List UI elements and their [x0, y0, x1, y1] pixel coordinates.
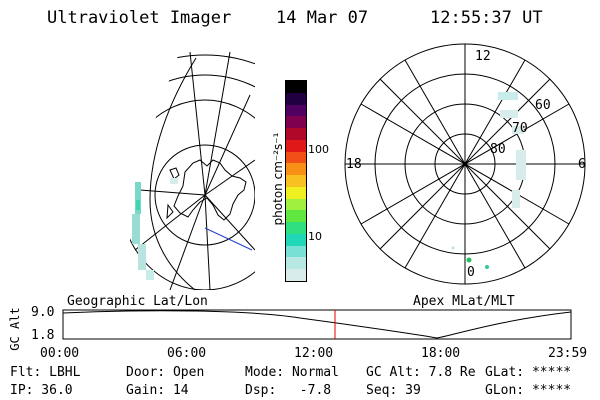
aurora-emission-geo	[132, 178, 178, 280]
polar-mlt-18-label: 18	[346, 157, 362, 172]
status-mode: Mode: Normal	[245, 365, 339, 380]
status-gain: Gain: 14	[126, 383, 189, 398]
colorbar-segment	[286, 198, 306, 211]
polar-mlt-6-label: 6	[578, 157, 586, 172]
polar-lat-70-label: 70	[512, 121, 528, 136]
limb-outline	[149, 57, 197, 291]
colorbar-segment	[286, 139, 306, 152]
altitude-curve	[62, 310, 572, 339]
status-door: Door: Open	[126, 365, 205, 380]
geographic-panel-label: Geographic Lat/Lon	[67, 294, 208, 309]
colorbar-segment	[286, 210, 306, 223]
status-glat: GLat: *****	[485, 365, 572, 380]
polar-mlt-12-label: 12	[475, 49, 491, 64]
apex-panel-label: Apex MLat/MLT	[413, 294, 515, 309]
status-glon: GLon: *****	[485, 383, 572, 398]
time-label: 12:55:37 UT	[430, 8, 543, 28]
terminator-line	[204, 227, 253, 251]
coastline	[166, 159, 247, 221]
status-filter: Flt: LBHL	[10, 365, 81, 380]
colorbar-segment	[286, 222, 306, 234]
altitude-ytick-bottom: 1.8	[31, 328, 55, 343]
colorbar-segment	[286, 257, 306, 270]
aurora-emission-polar	[451, 92, 526, 269]
date-label: 14 Mar 07	[276, 8, 369, 28]
colorbar-segment	[286, 128, 306, 140]
colorbar-segment	[286, 151, 306, 164]
status-ip: IP: 36.0	[10, 383, 73, 398]
altitude-xtick-0: 00:00	[40, 346, 80, 361]
altitude-xtick-4: 23:59	[548, 346, 588, 361]
colorbar	[285, 80, 307, 282]
colorbar-segment	[286, 186, 306, 199]
colorbar-segment	[286, 233, 306, 246]
colorbar-segment	[286, 92, 306, 105]
status-seq: Seq: 39	[366, 383, 421, 398]
altitude-xtick-1: 06:00	[167, 346, 207, 361]
altitude-ytick-top: 9.0	[31, 305, 55, 320]
colorbar-segment	[286, 163, 306, 176]
colorbar-segment	[286, 245, 306, 258]
polar-mlt-0-label: 0	[467, 265, 475, 280]
status-dsp: Dsp: -7.8	[245, 383, 332, 398]
polar-lat-60-label: 60	[535, 98, 551, 113]
colorbar-segment	[286, 175, 306, 187]
colorbar-segment	[286, 80, 306, 93]
colorbar-segment	[286, 116, 306, 129]
polar-lat-80-label: 80	[490, 142, 506, 157]
app-title: Ultraviolet Imager	[47, 8, 232, 28]
colorbar-segment	[286, 104, 306, 117]
geo-grid	[130, 51, 255, 290]
colorbar-tick-100: 100	[308, 143, 329, 156]
colorbar-segment	[286, 269, 306, 281]
colorbar-tick-10: 10	[308, 230, 322, 243]
altitude-xtick-2: 12:00	[294, 346, 334, 361]
status-gc-alt: GC Alt: 7.8 Re	[366, 365, 476, 380]
altitude-xtick-3: 18:00	[421, 346, 461, 361]
